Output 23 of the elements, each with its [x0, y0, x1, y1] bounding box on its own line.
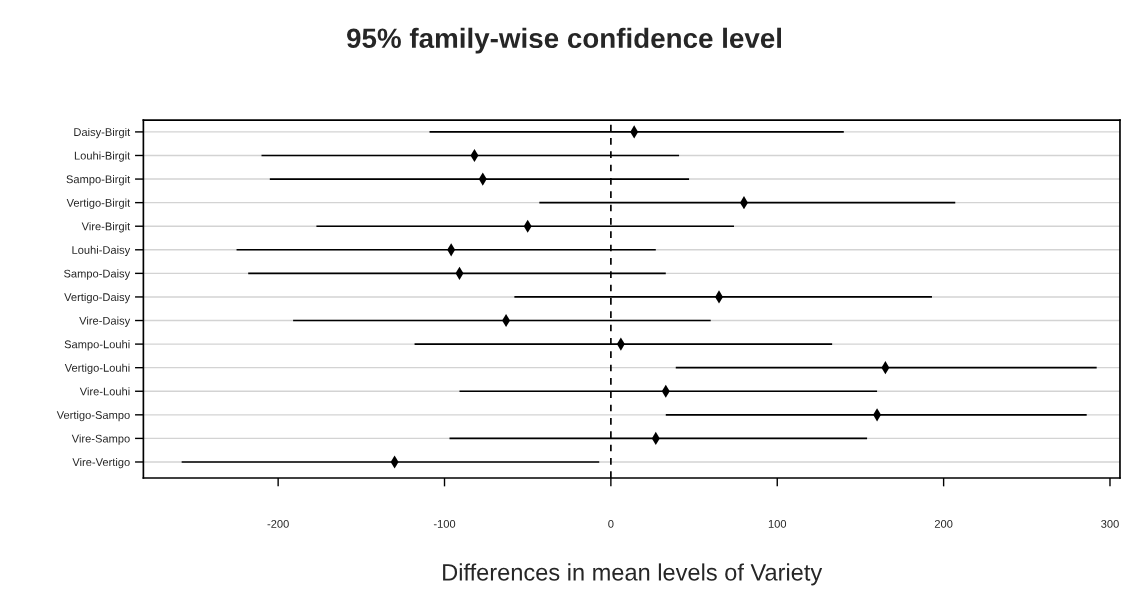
- y-tick-label: Vire-Sampo: [71, 434, 130, 445]
- y-tick-label: Daisy-Birgit: [74, 127, 131, 139]
- y-tick-label: Vire-Daisy: [79, 316, 131, 327]
- y-tick-label: Vire-Birgit: [81, 222, 131, 233]
- y-tick-label: Vertigo-Birgit: [66, 198, 131, 209]
- y-tick-label: Vertigo-Louhi: [64, 363, 130, 375]
- x-axis-title: Differences in mean levels of Variety: [443, 563, 823, 586]
- y-tick-label: Vire-Vertigo: [72, 457, 130, 469]
- y-tick-label: Louhi-Birgit: [74, 151, 131, 162]
- x-tick-label: 200: [934, 519, 953, 528]
- x-tick-label: 300: [1101, 519, 1119, 528]
- y-tick-label: Louhi-Daisy: [72, 245, 131, 257]
- y-tick-label: Vertigo-Sampo: [56, 410, 130, 422]
- x-tick-label: 0: [608, 519, 614, 528]
- x-tick-label: 100: [768, 519, 787, 528]
- y-tick-label: Sampo-Daisy: [64, 269, 131, 280]
- x-tick-label: -100: [433, 519, 456, 528]
- chart-title: 95% family-wise confidence level: [347, 27, 782, 54]
- y-tick-label: Sampo-Birgit: [66, 175, 131, 186]
- y-tick-label: Vertigo-Daisy: [64, 292, 131, 304]
- y-tick-label: Vire-Louhi: [79, 387, 130, 396]
- x-tick-label: -200: [267, 519, 289, 528]
- y-tick-label: Sampo-Louhi: [64, 340, 130, 351]
